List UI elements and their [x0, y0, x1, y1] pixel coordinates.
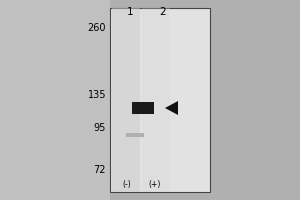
Bar	[132, 102, 154, 114]
Text: (+): (+)	[149, 180, 161, 190]
Text: 2: 2	[160, 7, 166, 17]
Text: 135: 135	[88, 90, 106, 100]
Polygon shape	[165, 101, 178, 115]
Text: 260: 260	[88, 23, 106, 33]
Bar	[0, 0, 110, 200]
Text: 95: 95	[94, 123, 106, 133]
Bar	[126, 133, 144, 137]
Bar	[110, 8, 210, 192]
Text: (-): (-)	[123, 180, 131, 190]
Text: 72: 72	[94, 165, 106, 175]
Bar	[112, 8, 140, 192]
Text: 1: 1	[127, 7, 133, 17]
Bar	[142, 8, 170, 192]
